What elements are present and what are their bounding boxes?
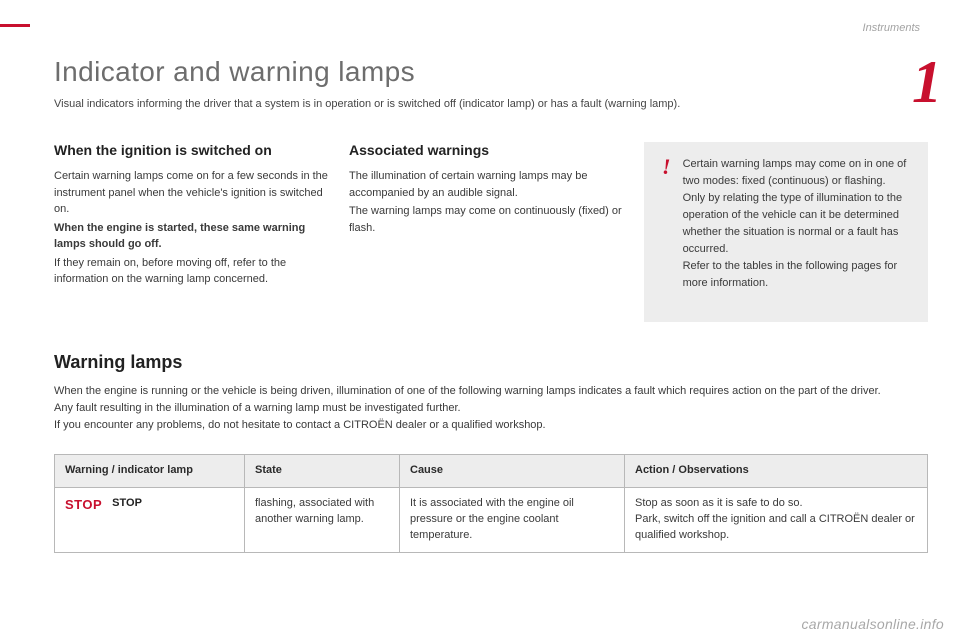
warning-lamps-section: Warning lamps When the engine is running… bbox=[54, 352, 928, 434]
th-action: Action / Observations bbox=[625, 455, 928, 488]
warning-table: Warning / indicator lamp State Cause Act… bbox=[54, 454, 928, 553]
exclamation-icon: ! bbox=[662, 156, 671, 300]
th-state: State bbox=[245, 455, 400, 488]
warning-heading: Warning lamps bbox=[54, 352, 928, 373]
th-cause: Cause bbox=[400, 455, 625, 488]
ignition-p1: Certain warning lamps come on for a few … bbox=[54, 168, 329, 218]
ignition-bold: When the engine is started, these same w… bbox=[54, 220, 329, 253]
chapter-number: 1 bbox=[912, 48, 938, 117]
column-associated: Associated warnings The illumination of … bbox=[349, 142, 624, 238]
table-header-row: Warning / indicator lamp State Cause Act… bbox=[55, 455, 928, 488]
ignition-heading: When the ignition is switched on bbox=[54, 142, 329, 158]
associated-p1: The illumination of certain warning lamp… bbox=[349, 168, 624, 201]
cell-cause: It is associated with the engine oil pre… bbox=[400, 487, 625, 552]
associated-p2: The warning lamps may come on continuous… bbox=[349, 203, 624, 236]
page-subtitle: Visual indicators informing the driver t… bbox=[54, 96, 680, 113]
breadcrumb: Instruments bbox=[863, 22, 920, 34]
page-title: Indicator and warning lamps bbox=[54, 56, 415, 88]
warning-p2: Any fault resulting in the illumination … bbox=[54, 400, 884, 417]
watermark: carmanualsonline.info bbox=[802, 616, 945, 632]
note-box: ! Certain warning lamps may come on in o… bbox=[644, 142, 928, 322]
associated-heading: Associated warnings bbox=[349, 142, 624, 158]
lamp-name: STOP bbox=[112, 496, 142, 512]
ignition-p2: If they remain on, before moving off, re… bbox=[54, 255, 329, 288]
table-row: STOP STOP flashing, associated with anot… bbox=[55, 487, 928, 552]
warning-p1: When the engine is running or the vehicl… bbox=[54, 383, 884, 400]
column-ignition: When the ignition is switched on Certain… bbox=[54, 142, 329, 290]
accent-bar bbox=[0, 24, 30, 27]
cell-state: flashing, associated with another warnin… bbox=[245, 487, 400, 552]
th-lamp: Warning / indicator lamp bbox=[55, 455, 245, 488]
note-text: Certain warning lamps may come on in one… bbox=[683, 156, 910, 300]
warning-p3: If you encounter any problems, do not he… bbox=[54, 417, 884, 434]
cell-action: Stop as soon as it is safe to do so. Par… bbox=[625, 487, 928, 552]
stop-icon: STOP bbox=[65, 496, 102, 515]
